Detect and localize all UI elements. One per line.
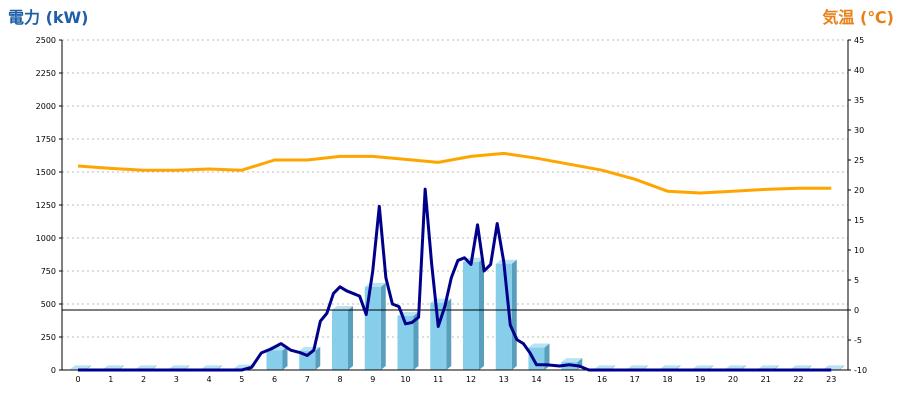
bar-top [757,365,779,370]
bar [397,311,419,370]
x-tick-label: 21 [761,375,771,384]
bar-front [397,315,414,370]
grid [62,39,848,338]
bar-side [446,298,452,370]
x-tick-label: 17 [630,375,640,384]
right-tick-label: 35 [854,96,864,105]
x-tick-label: 12 [466,375,476,384]
bar-top [135,365,157,370]
right-tick-label: 40 [854,66,864,75]
x-tick-label: 4 [206,375,211,384]
x-tick-label: 11 [433,375,443,384]
bar [299,346,321,370]
left-tick-label: 250 [41,333,56,342]
bar-top [495,259,517,264]
x-tick-label: 1 [108,375,113,384]
x-tick-label: 7 [305,375,310,384]
x-tick-label: 8 [337,375,342,384]
right-axis-title: 気温 (℃) [822,8,894,27]
tick-labels: 02505007501000125015001750200022502500-1… [36,36,867,384]
bar-side [315,346,321,370]
x-tick-label: 13 [499,375,509,384]
bar-top [102,365,124,370]
x-tick-label: 6 [272,375,277,384]
left-tick-label: 2500 [36,36,56,45]
left-tick-label: 1000 [36,234,56,243]
x-tick-label: 3 [174,375,179,384]
temperature-line [77,151,832,195]
bar-top [70,365,91,370]
bar-top [692,365,714,370]
bar-top [626,365,648,370]
right-tick-label: 25 [854,156,864,165]
left-tick-label: 1500 [36,168,56,177]
left-tick-label: 1250 [36,201,56,210]
right-tick-label: 5 [854,276,859,285]
bar [430,298,452,370]
bar-side [380,282,386,370]
x-tick-label: 18 [662,375,672,384]
bar-top [594,365,615,370]
bars [70,257,845,370]
x-tick-label: 5 [239,375,244,384]
right-tick-label: 10 [854,246,864,255]
left-tick-label: 0 [51,366,56,375]
power-line [78,187,832,372]
x-tick-label: 0 [75,375,80,384]
bar-side [479,257,484,370]
bar-top [201,365,222,370]
x-tick-label: 23 [826,375,836,384]
right-tick-label: -10 [854,366,867,375]
x-tick-label: 19 [695,375,705,384]
left-tick-label: 2000 [36,102,56,111]
bar-top [528,343,550,348]
x-tick-label: 16 [597,375,607,384]
bar [332,305,353,370]
bar-side [348,305,353,370]
bar-side [413,311,419,370]
left-tick-label: 1750 [36,135,56,144]
x-tick-label: 20 [728,375,738,384]
bar-front [299,350,316,370]
bar-front [528,347,545,370]
bar-top [725,365,746,370]
x-tick-label: 14 [531,375,541,384]
bar-top [168,365,190,370]
x-tick-label: 2 [141,375,146,384]
bar-front [332,309,348,370]
x-tick-label: 9 [370,375,375,384]
bar-top [823,365,845,370]
bar-front [430,302,447,370]
left-tick-label: 750 [41,267,56,276]
right-tick-label: -5 [854,336,862,345]
bar-front [463,261,479,370]
bar [463,257,484,370]
x-tick-label: 10 [400,375,410,384]
x-tick-label: 15 [564,375,574,384]
right-tick-label: 15 [854,216,864,225]
bar-top [332,305,353,310]
right-tick-label: 20 [854,186,864,195]
bar-front [266,350,283,370]
bar-side [282,346,288,370]
right-tick-label: 45 [854,36,864,45]
bar-side [839,365,845,370]
bar-top [790,365,812,370]
right-tick-label: 30 [854,126,864,135]
bar-top [561,358,583,363]
lines [77,151,832,372]
right-tick-label: 0 [854,306,859,315]
left-tick-label: 500 [41,300,56,309]
x-tick-label: 22 [793,375,803,384]
bar-top [659,365,681,370]
left-tick-label: 2250 [36,69,56,78]
bar-side [511,259,517,370]
left-axis-title: 電力 (kW) [8,8,89,27]
